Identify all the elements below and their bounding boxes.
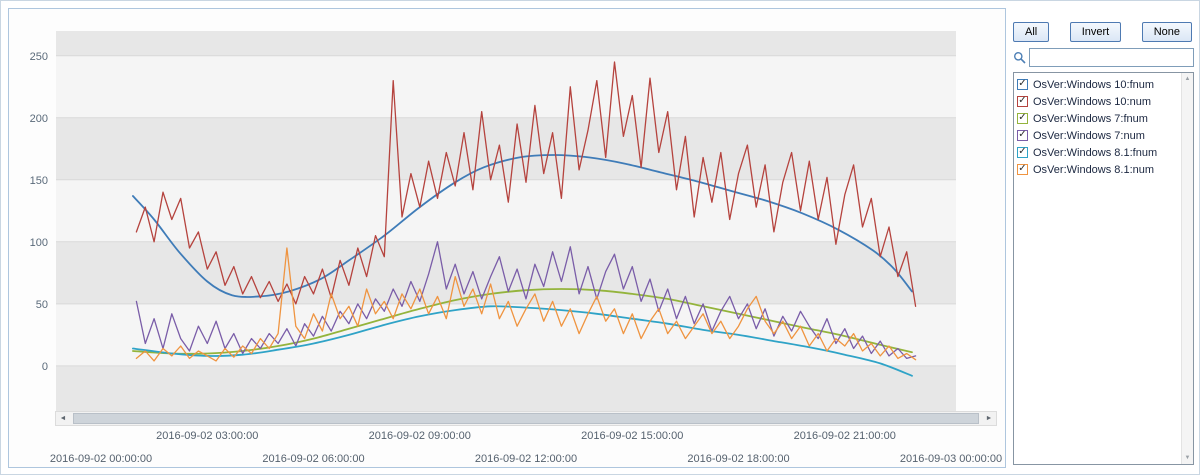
invert-selection-button[interactable]: Invert: [1069, 22, 1122, 42]
series-checkbox[interactable]: ✓: [1017, 147, 1028, 158]
check-icon: ✓: [1018, 78, 1027, 89]
legend-panel: All Invert None ✓ OsVer:Windows 10:fnum ✓ O…: [1011, 8, 1194, 468]
y-tick-label: 100: [30, 237, 48, 249]
right-arrow-icon: ►: [985, 415, 993, 422]
series-list-items: ✓ OsVer:Windows 10:fnum ✓ OsVer:Windows 10:…: [1014, 73, 1193, 180]
x-tick-label: 2016-09-02 03:00:00: [156, 430, 259, 442]
y-tick-label: 200: [30, 113, 48, 125]
legend-button-row: All Invert None: [1013, 22, 1192, 42]
series-line: [135, 241, 917, 360]
check-icon: ✓: [1018, 112, 1027, 123]
series-line: [135, 247, 917, 362]
x-tick-label: 2016-09-02 21:00:00: [793, 430, 896, 442]
x-tick-label: 2016-09-02 09:00:00: [368, 430, 471, 442]
select-none-button[interactable]: None: [1141, 22, 1192, 42]
series-checkbox[interactable]: ✓: [1017, 164, 1028, 175]
series-line: [135, 61, 917, 307]
left-arrow-icon: ◄: [59, 415, 67, 422]
legend-item[interactable]: ✓ OsVer:Windows 10:num: [1017, 93, 1179, 110]
series-line: [132, 154, 913, 298]
down-arrow-icon: ▼: [1184, 455, 1191, 461]
search-icon: [1013, 51, 1026, 64]
legend-item[interactable]: ✓ OsVer:Windows 7:num: [1017, 127, 1179, 144]
series-label: OsVer:Windows 8.1:fnum: [1033, 146, 1158, 159]
chart-canvas[interactable]: 0 50 100 150 200 250: [11, 29, 961, 419]
x-tick-label: 2016-09-02 15:00:00: [581, 430, 684, 442]
legend-item[interactable]: ✓ OsVer:Windows 8.1:fnum: [1017, 144, 1179, 161]
x-axis-labels: 2016-09-02 00:00:00 2016-09-02 03:00:00 20…: [9, 428, 1007, 468]
x-tick-label: 2016-09-02 12:00:00: [474, 453, 578, 465]
series-label: OsVer:Windows 7:num: [1033, 129, 1145, 142]
chart-panel: 0 50 100 150 200 250 ◄ ► 2016-09-02 00:00:00 2…: [8, 8, 1006, 468]
legend-item[interactable]: ✓ OsVer:Windows 8.1:num: [1017, 161, 1179, 178]
y-tick-label: 250: [30, 51, 48, 63]
series-label: OsVer:Windows 7:fnum: [1033, 112, 1148, 125]
legend-item[interactable]: ✓ OsVer:Windows 10:fnum: [1017, 76, 1179, 93]
hscrollbar-track[interactable]: [71, 412, 981, 425]
y-tick-label: 150: [30, 175, 48, 187]
legend-search-row: [1013, 48, 1194, 67]
legend-search-input[interactable]: [1029, 48, 1194, 67]
check-icon: ✓: [1018, 129, 1027, 140]
x-tick-label: 2016-09-02 00:00:00: [49, 453, 153, 465]
select-all-button[interactable]: All: [1013, 22, 1050, 42]
series-checkbox[interactable]: ✓: [1017, 130, 1028, 141]
series-checkbox[interactable]: ✓: [1017, 96, 1028, 107]
x-tick-label: 2016-09-02 18:00:00: [687, 453, 790, 465]
legend-item[interactable]: ✓ OsVer:Windows 7:fnum: [1017, 110, 1179, 127]
hscrollbar-thumb[interactable]: [73, 413, 979, 424]
y-tick-label: 0: [42, 361, 48, 373]
x-tick-label: 2016-09-03 00:00:00: [899, 453, 1003, 465]
series-label: OsVer:Windows 10:fnum: [1033, 78, 1155, 91]
scroll-right-button[interactable]: ►: [982, 412, 996, 425]
series-checkbox[interactable]: ✓: [1017, 79, 1028, 90]
series-label: OsVer:Windows 10:num: [1033, 95, 1151, 108]
x-tick-label: 2016-09-02 06:00:00: [262, 453, 365, 465]
y-tick-label: 50: [36, 299, 48, 311]
up-arrow-icon: ▲: [1184, 76, 1191, 82]
series-list: ✓ OsVer:Windows 10:fnum ✓ OsVer:Windows 10:…: [1013, 72, 1194, 465]
check-icon: ✓: [1018, 163, 1027, 174]
vertical-scrollbar[interactable]: ▲ ▼: [1181, 73, 1193, 464]
horizontal-scrollbar[interactable]: ◄ ►: [55, 411, 997, 426]
scroll-left-button[interactable]: ◄: [56, 412, 70, 425]
check-icon: ✓: [1018, 95, 1027, 106]
series-checkbox[interactable]: ✓: [1017, 113, 1028, 124]
check-icon: ✓: [1018, 146, 1027, 157]
series-label: OsVer:Windows 8.1:num: [1033, 163, 1155, 176]
